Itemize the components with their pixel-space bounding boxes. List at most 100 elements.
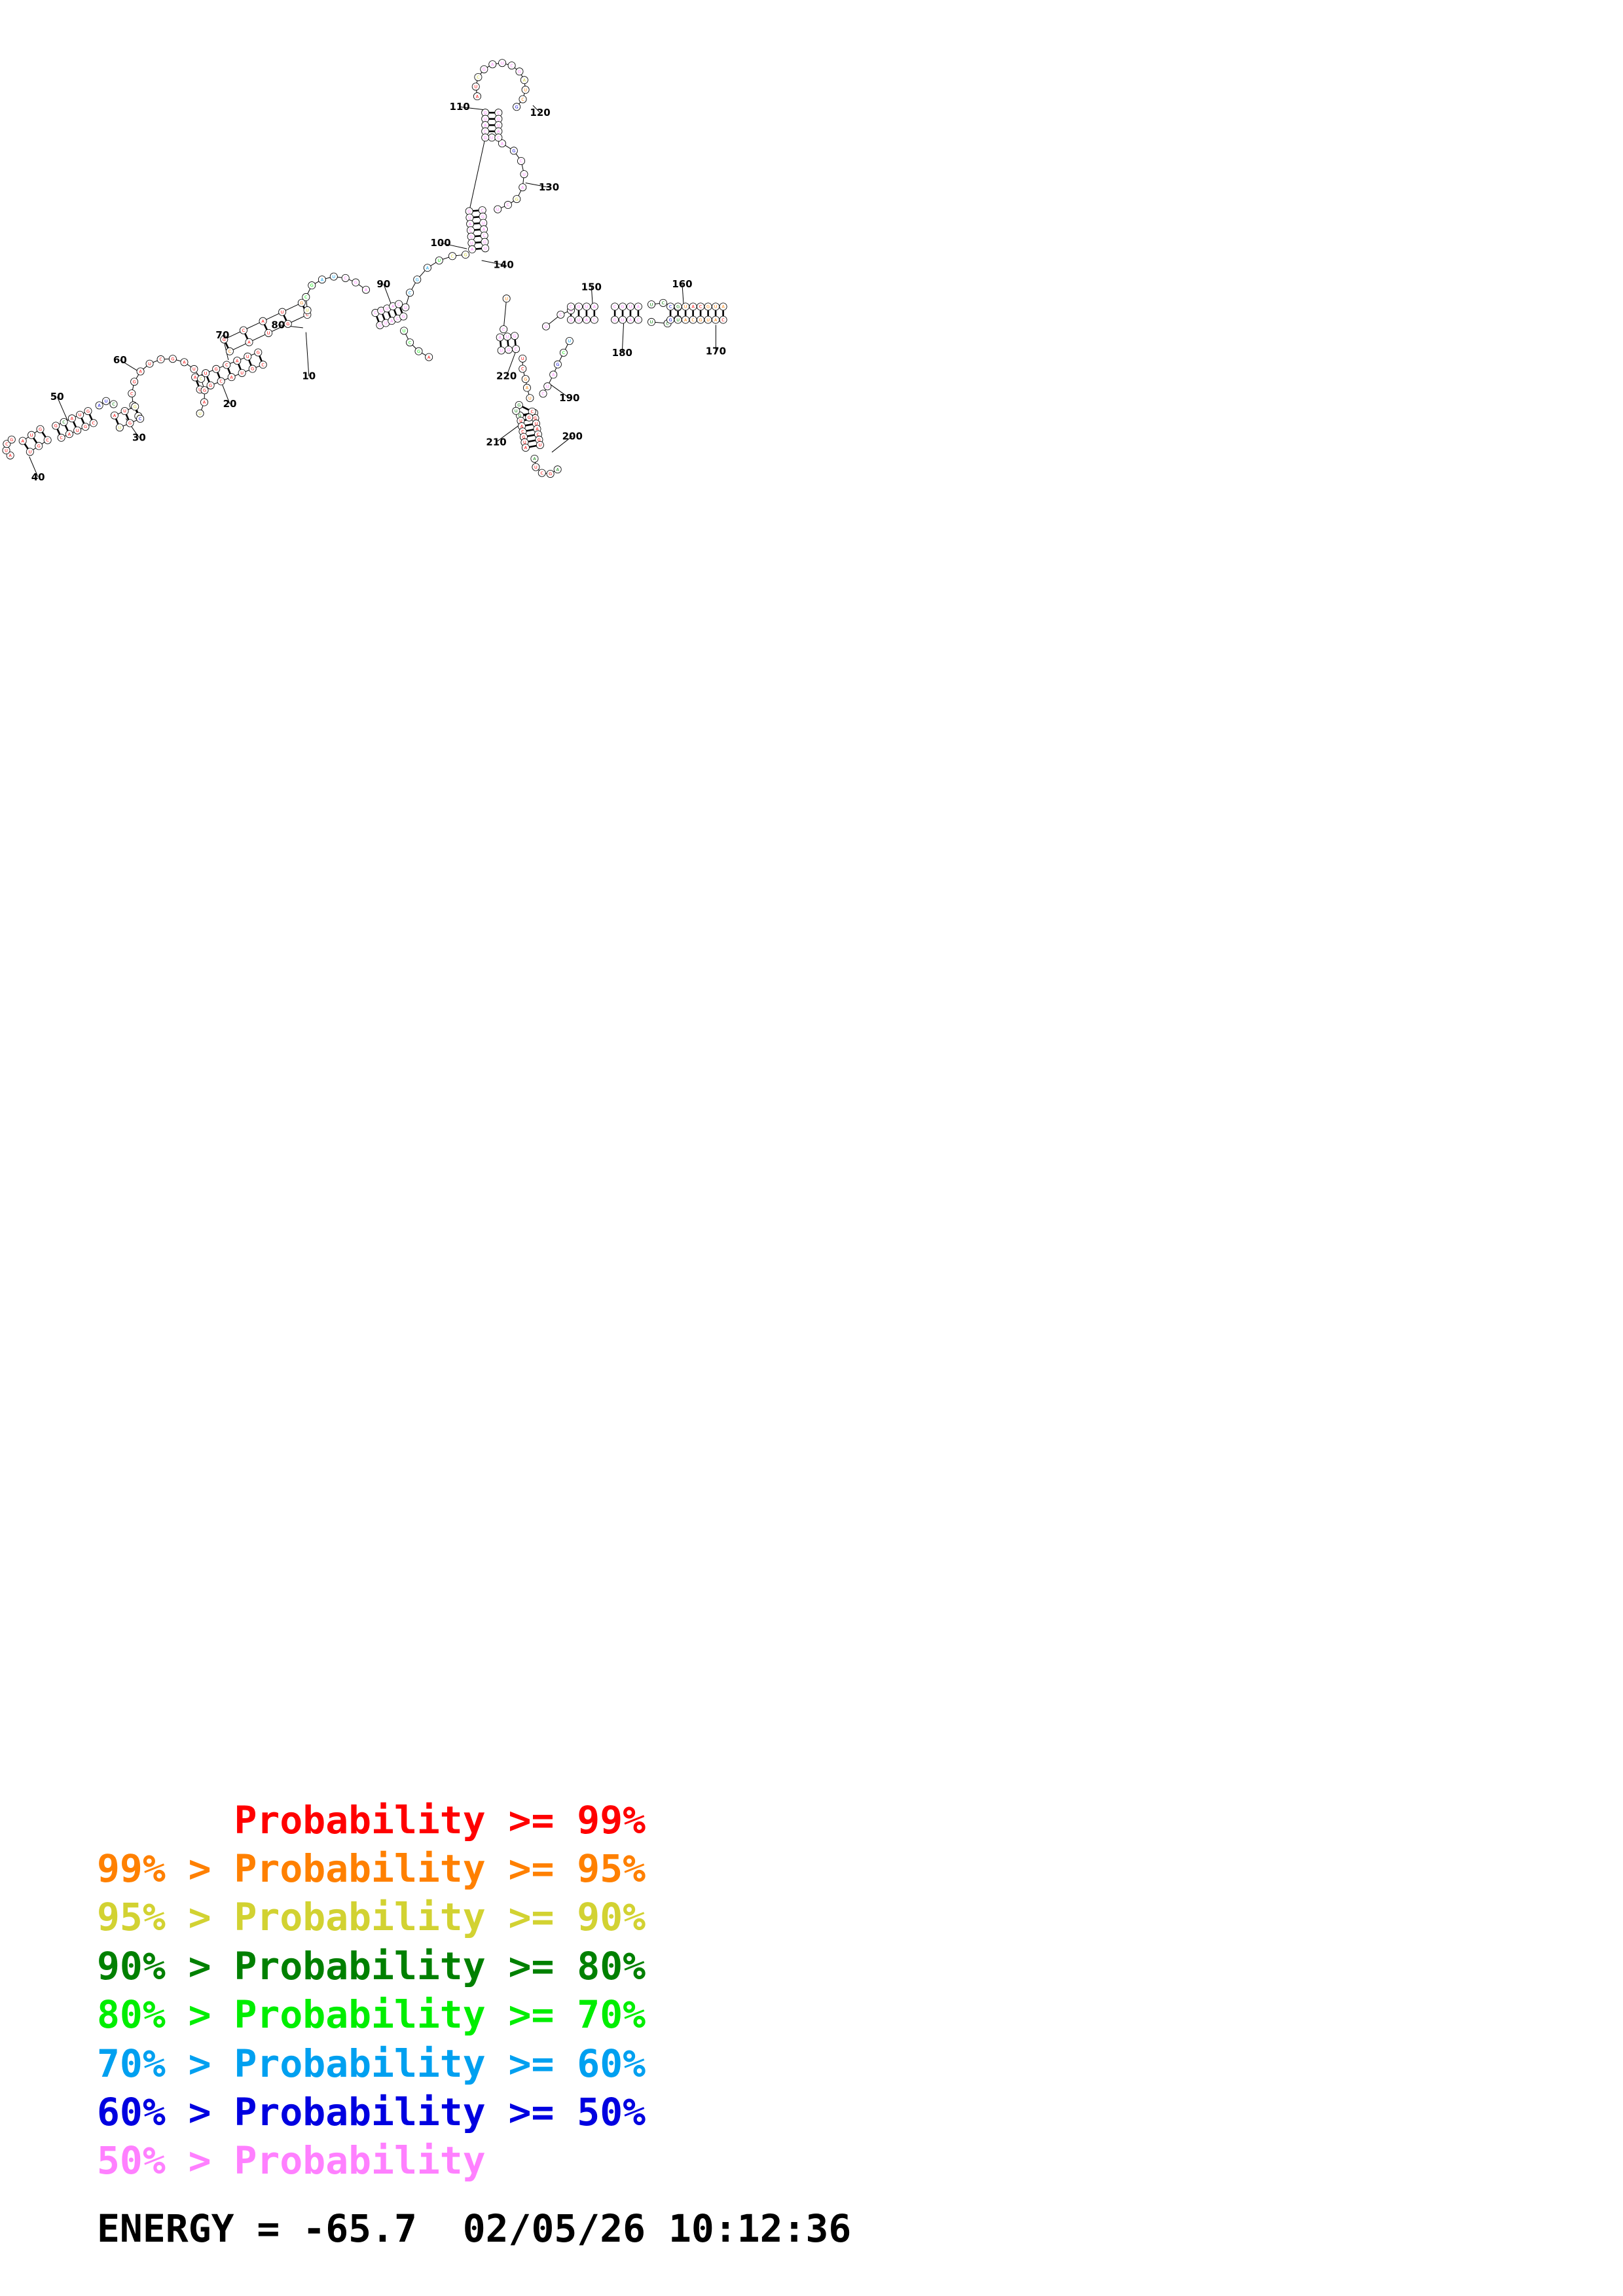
nucleotide-letter: G bbox=[577, 304, 580, 310]
nucleotide: A bbox=[519, 183, 527, 192]
nucleotide-letter: C bbox=[130, 391, 134, 396]
index-label: 80 bbox=[271, 319, 285, 331]
nucleotide-letter: C bbox=[62, 420, 65, 425]
nucleotide-letter: G bbox=[171, 356, 174, 361]
nucleotide: A bbox=[520, 76, 528, 84]
nucleotide: C bbox=[666, 302, 675, 311]
nucleotide-letter: A bbox=[68, 431, 71, 437]
nucleotide-letter: C bbox=[5, 441, 9, 446]
nucleotide: A bbox=[553, 465, 562, 474]
nucleotide: A bbox=[259, 317, 267, 325]
nucleotide-letter: G bbox=[613, 317, 617, 323]
nucleotide-letter: C bbox=[228, 349, 232, 354]
nucleotide-letter: U bbox=[500, 348, 503, 353]
nucleotide: C bbox=[128, 389, 136, 398]
nucleotide: G bbox=[513, 103, 521, 111]
nucleotide-letter: A bbox=[390, 318, 393, 323]
nucleotide: U bbox=[512, 406, 520, 415]
nucleotide-letter: C bbox=[497, 110, 500, 115]
nucleotide-letter: G bbox=[513, 333, 517, 338]
nucleotide: U bbox=[102, 397, 111, 405]
nucleotide: C bbox=[109, 400, 118, 408]
index-tick bbox=[440, 242, 467, 249]
nucleotide-letter: G bbox=[209, 383, 212, 388]
legend-line-70: 80% > Probability >= 70% bbox=[97, 1992, 646, 2037]
nucleotide-letter: U bbox=[676, 317, 680, 323]
nucleotide: C bbox=[517, 156, 526, 165]
nucleotide-letter: U bbox=[650, 302, 653, 307]
nucleotide: U bbox=[115, 423, 124, 432]
nucleotide: U bbox=[471, 82, 480, 91]
nucleotide: U bbox=[488, 134, 496, 142]
nucleotide-letter: U bbox=[105, 399, 108, 404]
nucleotide-letter: G bbox=[512, 149, 515, 154]
nucleotide: U bbox=[481, 244, 490, 253]
nucleotide-letter: U bbox=[404, 305, 407, 310]
nucleotide-letter: G bbox=[286, 321, 289, 327]
nucleotide-letter: A bbox=[471, 247, 474, 252]
nucleotide-letter: U bbox=[384, 321, 388, 326]
nucleotide-letter: C bbox=[477, 75, 480, 80]
nucleotide-letter: C bbox=[510, 63, 513, 68]
index-label: 40 bbox=[31, 471, 45, 483]
nucleotide: U bbox=[498, 59, 507, 67]
nucleotide-letter: A bbox=[261, 319, 264, 324]
nucleotide: G bbox=[513, 195, 521, 204]
nucleotide-letter: C bbox=[570, 304, 573, 310]
nucleotide: C bbox=[519, 365, 527, 373]
nucleotide: A bbox=[590, 302, 598, 311]
nucleotide: A bbox=[521, 443, 530, 452]
legend-line-50: 60% > Probability >= 50% bbox=[97, 2090, 646, 2134]
nucleotide-letter: C bbox=[521, 97, 524, 102]
nucleotide-letter: C bbox=[613, 304, 617, 310]
nucleotide-letter: U bbox=[505, 296, 508, 301]
nucleotide-letter: U bbox=[497, 122, 500, 128]
nucleotide-letter: A bbox=[684, 317, 687, 323]
nucleotide: A bbox=[468, 245, 477, 253]
nucleotide: U bbox=[626, 302, 634, 311]
energy-footer: ENERGY = -65.7 02/05/26 10:12:36 bbox=[97, 2206, 852, 2251]
nucleotide-letter: U bbox=[148, 361, 151, 367]
nucleotide: U bbox=[503, 332, 511, 341]
backbone-segment bbox=[503, 298, 507, 330]
nucleotide-letter: C bbox=[92, 421, 96, 426]
nucleotide-letter: U bbox=[28, 450, 31, 455]
nucleotide: C bbox=[217, 377, 225, 386]
nucleotide-letter: C bbox=[242, 328, 246, 333]
nucleotide-letter: U bbox=[198, 411, 202, 416]
index-tick bbox=[305, 332, 310, 376]
nucleotide: U bbox=[526, 394, 534, 403]
nucleotide: C bbox=[539, 389, 547, 398]
nucleotide-letter: C bbox=[225, 363, 228, 368]
nucleotide: C bbox=[719, 315, 727, 324]
nucleotide: U bbox=[543, 382, 552, 391]
nucleotide-letter: A bbox=[524, 445, 528, 450]
nucleotide-letter: A bbox=[533, 456, 536, 461]
index-label: 160 bbox=[672, 278, 692, 290]
index-tick bbox=[532, 105, 541, 113]
nucleotide: U bbox=[278, 308, 287, 316]
nucleotide: A bbox=[682, 315, 690, 324]
nucleotide: A bbox=[549, 370, 558, 379]
nucleotide-letter: C bbox=[200, 376, 203, 382]
nucleotide-letter: U bbox=[706, 317, 710, 323]
nucleotide: G bbox=[504, 346, 513, 354]
index-label: 150 bbox=[581, 281, 602, 293]
nucleotide: G bbox=[515, 67, 524, 76]
nucleotide: G bbox=[81, 423, 90, 431]
nucleotide-letter: A bbox=[483, 226, 486, 232]
nucleotide-letter: G bbox=[469, 234, 473, 240]
nucleotide: U bbox=[190, 365, 198, 373]
nucleotide-letter: G bbox=[676, 304, 680, 310]
nucleotide: A bbox=[110, 411, 119, 420]
nucleotide-letter: U bbox=[523, 440, 526, 445]
nucleotide: G bbox=[84, 407, 92, 416]
index-tick bbox=[460, 106, 485, 111]
nucleotide: U bbox=[682, 302, 690, 311]
nucleotide: U bbox=[73, 426, 82, 435]
nucleotide: C bbox=[500, 325, 508, 334]
backbone-connector bbox=[469, 137, 486, 211]
nucleotide-letter: G bbox=[354, 280, 357, 285]
nucleotide-letter: G bbox=[518, 69, 521, 74]
nucleotide: C bbox=[538, 469, 546, 477]
